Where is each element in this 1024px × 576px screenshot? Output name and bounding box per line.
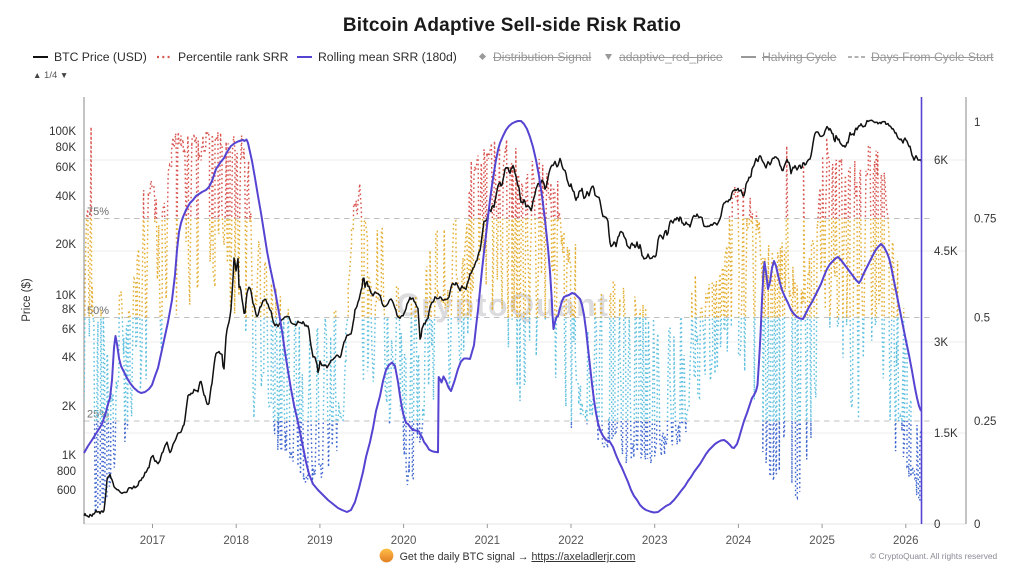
svg-text:800: 800 <box>57 466 76 478</box>
svg-text:60K: 60K <box>56 162 77 174</box>
svg-text:80K: 80K <box>56 142 77 154</box>
svg-text:0.75: 0.75 <box>974 214 996 226</box>
svg-text:40K: 40K <box>56 191 77 203</box>
svg-text:2022: 2022 <box>558 535 584 547</box>
svg-text:3K: 3K <box>934 337 948 349</box>
svg-text:6K: 6K <box>934 155 948 167</box>
svg-text:2026: 2026 <box>893 535 919 547</box>
svg-text:0: 0 <box>934 519 940 531</box>
svg-text:1: 1 <box>974 117 980 129</box>
svg-text:6K: 6K <box>62 324 76 336</box>
svg-text:2K: 2K <box>62 401 76 413</box>
svg-text:100K: 100K <box>49 126 76 138</box>
svg-text:4K: 4K <box>62 352 76 364</box>
svg-text:4.5K: 4.5K <box>934 246 958 258</box>
svg-text:50%: 50% <box>87 305 109 317</box>
svg-text:0.25: 0.25 <box>974 416 996 428</box>
svg-text:2025: 2025 <box>809 535 835 547</box>
svg-text:2021: 2021 <box>475 535 501 547</box>
svg-text:Price ($): Price ($) <box>21 278 33 322</box>
svg-text:2018: 2018 <box>223 535 249 547</box>
svg-text:2024: 2024 <box>726 535 752 547</box>
svg-text:2019: 2019 <box>307 535 333 547</box>
svg-text:20K: 20K <box>56 239 77 251</box>
svg-text:600: 600 <box>57 485 76 497</box>
svg-text:2023: 2023 <box>642 535 668 547</box>
svg-text:1.5K: 1.5K <box>934 428 958 440</box>
svg-text:2020: 2020 <box>391 535 417 547</box>
svg-text:10K: 10K <box>56 290 77 302</box>
svg-text:1K: 1K <box>62 450 76 462</box>
svg-text:75%: 75% <box>87 206 109 218</box>
svg-text:0: 0 <box>974 519 980 531</box>
svg-text:2017: 2017 <box>140 535 166 547</box>
svg-text:8K: 8K <box>62 304 76 316</box>
svg-text:0.5: 0.5 <box>974 313 990 325</box>
